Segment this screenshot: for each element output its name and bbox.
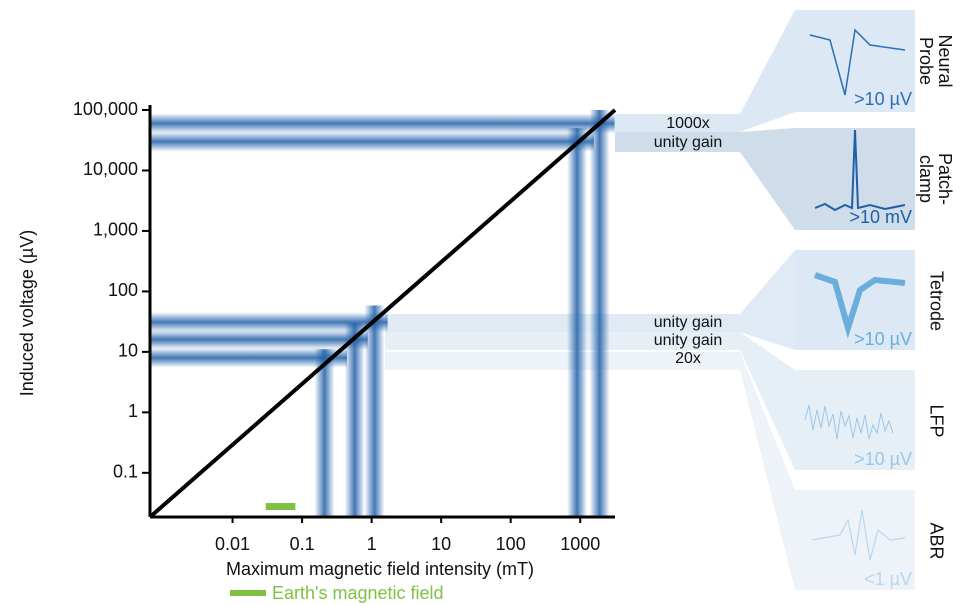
vertical-band	[589, 110, 610, 517]
line	[148, 108, 617, 519]
horizontal-band	[150, 312, 388, 333]
gain-label: unity gain	[654, 332, 723, 349]
vertical-band	[567, 128, 588, 518]
y-tick-label: 1	[128, 401, 138, 421]
x-tick-label: 1	[367, 534, 377, 554]
panel-name: Patch-clamp	[916, 153, 955, 205]
x-tick-label: 0.1	[290, 534, 315, 554]
horizontal-band	[150, 113, 615, 134]
y-tick-label: 100,000	[73, 99, 138, 119]
x-tick-label: 0.01	[215, 534, 250, 554]
y-tick-label: 10	[118, 341, 138, 361]
gain-label: 20x	[675, 350, 701, 367]
panel-value: >10 mV	[849, 207, 912, 227]
connectors	[385, 10, 915, 590]
legend-label: Earth's magnetic field	[272, 583, 444, 603]
horizontal-band	[150, 329, 368, 350]
panel-value: >10 µV	[854, 329, 912, 349]
panel-name: ABR	[926, 522, 946, 559]
horizontal-band	[150, 131, 594, 152]
gain-label: unity gain	[654, 314, 723, 331]
panel-value: >10 µV	[854, 89, 912, 109]
horizontal-band	[150, 347, 347, 368]
x-axis-label: Maximum magnetic field intensity (mT)	[226, 559, 534, 579]
vertical-band	[364, 305, 385, 517]
legend-swatch	[230, 590, 266, 596]
x-tick-label: 1000	[560, 534, 600, 554]
y-tick-label: 1,000	[93, 220, 138, 240]
waveforms	[804, 28, 906, 561]
gain-label: 1000x	[666, 115, 710, 132]
y-tick-label: 0.1	[113, 462, 138, 482]
panel-value: <1 µV	[864, 569, 912, 589]
x-tick-label: 100	[496, 534, 526, 554]
gain-label: unity gain	[654, 134, 723, 151]
plot: 0.1 1 10 100 1,000 10,000 100,000 0.01 0.1 1 10 100…	[73, 99, 617, 554]
panel-name: LFP	[926, 404, 946, 437]
panel-name: NeuralProbe	[916, 34, 955, 87]
earth-field-bar	[265, 503, 296, 510]
panel-name: Tetrode	[926, 271, 946, 331]
vertical-band	[314, 349, 335, 517]
vertical-band	[344, 322, 365, 517]
y-axis-label: Induced voltage (µV)	[17, 230, 37, 396]
x-tick-label: 10	[431, 534, 451, 554]
y-tick-label: 100	[108, 280, 138, 300]
panel-value: >10 µV	[854, 449, 912, 469]
y-tick-label: 10,000	[83, 159, 138, 179]
